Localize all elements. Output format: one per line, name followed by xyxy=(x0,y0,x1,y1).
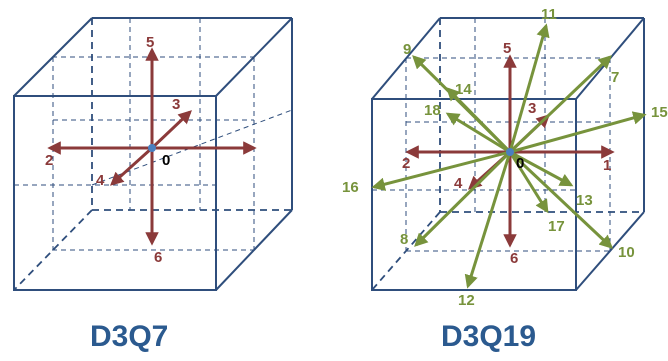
d3q19-arrow-13 xyxy=(509,150,574,187)
d3q7-arrow-3 xyxy=(150,110,192,150)
d3q7-label-4: 4 xyxy=(96,172,105,189)
d3q7-velocity-arrows xyxy=(47,47,257,246)
d3q19-label-6: 6 xyxy=(510,250,518,267)
d3q7-lattice: 0 2 3 4 5 6 D3Q7 xyxy=(13,17,293,353)
d3q19-label-3: 3 xyxy=(528,100,536,117)
d3q19-arrow-14 xyxy=(446,87,512,154)
d3q19-label-14: 14 xyxy=(455,81,472,98)
d3q19-arrow-11 xyxy=(508,23,550,153)
d3q19-arrow-8 xyxy=(414,150,512,247)
d3q19-label-16: 16 xyxy=(342,179,359,196)
d3q19-label-8: 8 xyxy=(400,231,408,248)
d3q7-center-node xyxy=(148,144,156,152)
d3q19-label-9: 9 xyxy=(403,41,411,58)
d3q19-label-7: 7 xyxy=(611,69,619,86)
d3q7-label-5: 5 xyxy=(146,34,154,51)
d3q19-labels: 0 1 2 3 4 5 6 7 8 9 10 11 12 13 14 15 16… xyxy=(342,6,668,309)
d3q7-label-2: 2 xyxy=(45,152,53,169)
d3q19-label-4: 4 xyxy=(454,175,463,192)
d3q19-arrow-7 xyxy=(508,55,612,154)
d3q19-label-1: 1 xyxy=(603,157,611,174)
d3q7-label-6: 6 xyxy=(154,249,162,266)
d3q19-label-5: 5 xyxy=(503,40,511,57)
d3q7-label-0: 0 xyxy=(162,152,170,169)
d3q7-label-3: 3 xyxy=(172,96,180,113)
d3q19-arrow-10 xyxy=(508,150,613,249)
d3q7-arrow-4 xyxy=(109,146,154,186)
d3q19-label-12: 12 xyxy=(458,292,475,309)
d3q19-arrow-16 xyxy=(371,150,511,191)
d3q19-label-11: 11 xyxy=(541,6,557,23)
d3q19-arrow-17 xyxy=(508,151,549,214)
d3q19-label-17: 17 xyxy=(548,218,565,235)
d3q19-label-0: 0 xyxy=(516,155,524,172)
d3q7-labels: 0 2 3 4 5 6 xyxy=(45,34,180,266)
d3q19-arrow-15 xyxy=(509,111,647,154)
d3q19-lattice: 0 1 2 3 4 5 6 7 8 9 10 11 12 13 14 15 16… xyxy=(342,6,668,353)
d3q19-label-13: 13 xyxy=(576,192,593,209)
d3q19-label-2: 2 xyxy=(402,155,410,172)
d3q19-arrow-12 xyxy=(464,151,512,289)
d3q19-label-10: 10 xyxy=(618,244,635,261)
d3q7-title: D3Q7 xyxy=(90,320,168,353)
d3q19-label-15: 15 xyxy=(651,104,668,121)
d3q19-arrow-18 xyxy=(445,112,511,154)
d3q19-center-node xyxy=(506,148,514,156)
d3q19-diagonal-arrows xyxy=(371,23,647,289)
d3q19-label-18: 18 xyxy=(424,102,441,119)
d3q19-title: D3Q19 xyxy=(441,320,536,353)
